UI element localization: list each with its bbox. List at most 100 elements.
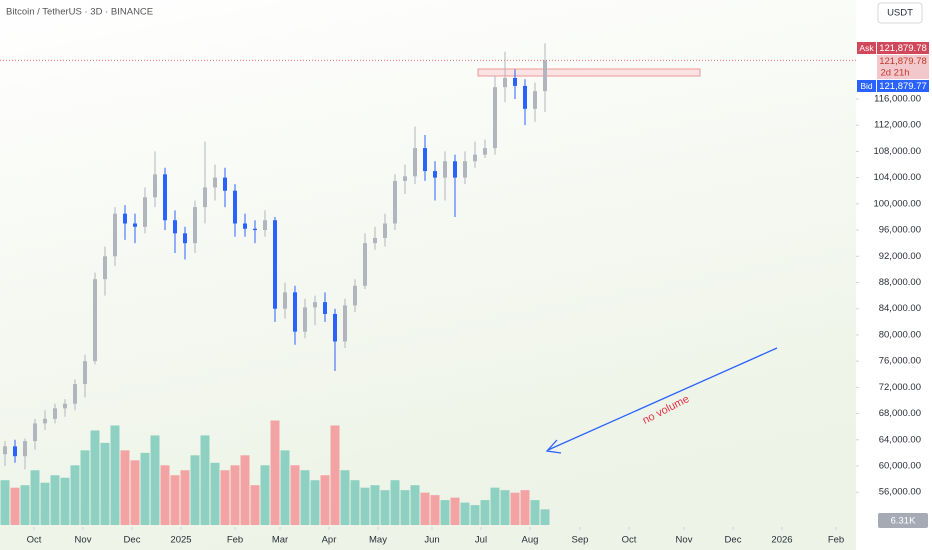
candle-body bbox=[543, 60, 547, 92]
y-tick-label: 96,000.00 bbox=[879, 225, 921, 236]
candle-body bbox=[243, 223, 247, 229]
x-tick-label: 2026 bbox=[771, 535, 792, 546]
x-tick-label: Mar bbox=[272, 535, 288, 546]
currency-button[interactable] bbox=[877, 2, 923, 24]
candle-body bbox=[253, 228, 257, 231]
volume-bar bbox=[150, 435, 160, 525]
x-tick-label: Feb bbox=[227, 535, 243, 546]
volume-bar bbox=[130, 460, 140, 525]
price-tag-box bbox=[857, 42, 876, 54]
volume-bar bbox=[240, 455, 250, 525]
volume-bar bbox=[250, 485, 260, 525]
volume-bar bbox=[540, 509, 550, 525]
volume-bar bbox=[330, 425, 340, 525]
candle-body bbox=[483, 148, 487, 155]
volume-bar bbox=[460, 502, 470, 525]
candle-body bbox=[133, 223, 137, 227]
x-tick-label: Dec bbox=[124, 535, 141, 546]
candle-body bbox=[163, 174, 167, 221]
volume-bar bbox=[320, 475, 330, 525]
y-tick-label: 108,000.00 bbox=[873, 146, 921, 157]
y-tick-label: 80,000.00 bbox=[879, 329, 921, 340]
volume-bar bbox=[490, 487, 500, 525]
x-tick-label: Jun bbox=[424, 535, 439, 546]
y-tick-label: 116,000.00 bbox=[874, 93, 921, 104]
candle-body bbox=[73, 384, 77, 404]
candle-body bbox=[283, 292, 287, 309]
volume-bar bbox=[140, 452, 150, 525]
candle-body bbox=[103, 256, 107, 280]
y-tick-label: 68,000.00 bbox=[879, 408, 921, 419]
volume-bar bbox=[510, 492, 520, 525]
volume-bar bbox=[180, 470, 190, 525]
volume-bar bbox=[190, 455, 200, 525]
volume-label: 6.31K bbox=[891, 516, 916, 527]
volume-bar bbox=[110, 425, 120, 525]
price-label-box bbox=[877, 55, 929, 79]
x-tick-label: Oct bbox=[27, 535, 42, 546]
x-tick-label: Feb bbox=[828, 535, 844, 546]
candle-body bbox=[313, 302, 317, 308]
price-label-box bbox=[877, 80, 929, 92]
candle-body bbox=[303, 307, 307, 332]
candle-body bbox=[183, 233, 187, 244]
volume-bar bbox=[220, 470, 230, 525]
x-tick-label: Aug bbox=[522, 535, 539, 546]
volume-bar bbox=[230, 465, 240, 525]
candle-body bbox=[43, 418, 47, 424]
y-tick-label: 112,000.00 bbox=[874, 120, 921, 131]
volume-bar bbox=[300, 470, 310, 525]
candle-body bbox=[33, 423, 37, 442]
volume-bar bbox=[370, 485, 380, 525]
volume-bar bbox=[60, 477, 70, 525]
volume-bar bbox=[430, 495, 440, 525]
y-tick-label: 84,000.00 bbox=[879, 303, 921, 314]
volume-bar bbox=[470, 505, 480, 525]
y-tick-label: 92,000.00 bbox=[879, 251, 921, 262]
candle-body bbox=[293, 292, 297, 332]
volume-bar bbox=[380, 490, 390, 525]
candle-body bbox=[373, 237, 377, 244]
candle-body bbox=[353, 285, 357, 306]
candle-body bbox=[273, 220, 277, 309]
currency[interactable]: USDT bbox=[887, 8, 913, 19]
chart-title: Bitcoin / TetherUS · 3D · BINANCE bbox=[6, 7, 153, 18]
candle-body bbox=[23, 441, 27, 457]
candle-body bbox=[153, 174, 157, 198]
volume-bar bbox=[0, 480, 10, 525]
candle-body bbox=[443, 161, 447, 178]
price-tag-box bbox=[857, 80, 876, 92]
candle-body bbox=[533, 91, 537, 109]
y-tick-label: 76,000.00 bbox=[879, 356, 921, 367]
volume-bar bbox=[360, 487, 370, 525]
volume-bar bbox=[530, 500, 540, 525]
y-tick-label: 64,000.00 bbox=[879, 434, 921, 445]
candle-body bbox=[83, 361, 87, 385]
volume-bar bbox=[210, 462, 220, 525]
volume-bar bbox=[390, 480, 400, 525]
volume-bar bbox=[450, 497, 460, 525]
volume-bar bbox=[100, 442, 110, 525]
candle-body bbox=[173, 220, 177, 234]
price-tag: Bid bbox=[860, 81, 873, 91]
candle-body bbox=[363, 243, 367, 286]
candle-body bbox=[383, 223, 387, 238]
candle-body bbox=[323, 302, 327, 314]
price-tag: Ask bbox=[859, 43, 874, 53]
candle-body bbox=[503, 77, 507, 88]
volume-bar bbox=[520, 490, 530, 525]
price-label: 121,879.78 bbox=[879, 43, 927, 54]
candle-body bbox=[433, 171, 437, 178]
x-tick-label: Apr bbox=[322, 535, 337, 546]
arrow-line bbox=[547, 347, 778, 451]
candle-body bbox=[493, 87, 497, 149]
y-tick-label: 72,000.00 bbox=[879, 382, 921, 393]
candle-body bbox=[263, 220, 267, 231]
candle-body bbox=[453, 161, 457, 178]
volume-label-box bbox=[878, 513, 928, 528]
volume-bar bbox=[260, 465, 270, 525]
x-tick-label: Jul bbox=[475, 535, 487, 546]
candle-body bbox=[473, 154, 477, 162]
candle-body bbox=[203, 187, 207, 208]
volume-bar bbox=[350, 480, 360, 525]
